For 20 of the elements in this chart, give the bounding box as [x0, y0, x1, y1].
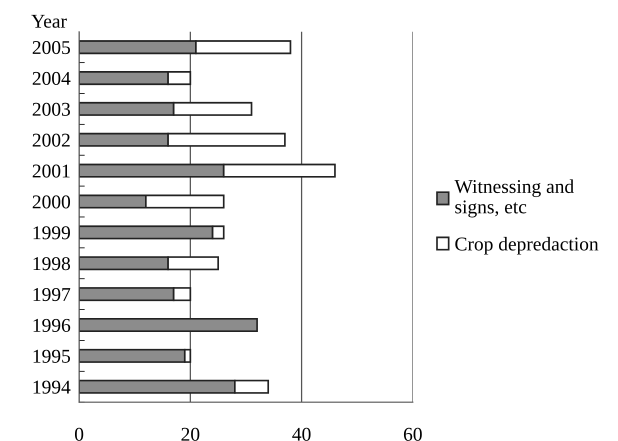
y-tick-label: 2004	[32, 72, 70, 85]
legend-label: Witnessing and signs, etc	[454, 179, 574, 218]
x-tick-label: 20	[181, 428, 200, 441]
bar	[79, 318, 258, 332]
y-tick-label: 2003	[32, 102, 70, 116]
y-tick-label: 1994	[34, 380, 70, 394]
y-tick-label: 2002	[32, 134, 70, 147]
legend-label: Crop depredaction	[455, 236, 598, 255]
x-tick-label: 60	[404, 428, 422, 441]
y-tick-label: 1995	[34, 350, 70, 363]
y-tick-label: 1998	[34, 257, 70, 270]
y-tick-label: 1999	[34, 226, 70, 240]
x-tick-label: 40	[292, 428, 311, 441]
y-tick-label: 1997	[34, 288, 70, 302]
y-tick-label: 2000	[32, 195, 70, 208]
y-tick-label: 2005	[32, 41, 70, 54]
y-tick-label: 2001	[32, 164, 70, 178]
y-axis-title: Year	[31, 14, 67, 28]
x-tick-label: 0	[74, 428, 84, 441]
y-tick-label: 1996	[34, 318, 70, 332]
